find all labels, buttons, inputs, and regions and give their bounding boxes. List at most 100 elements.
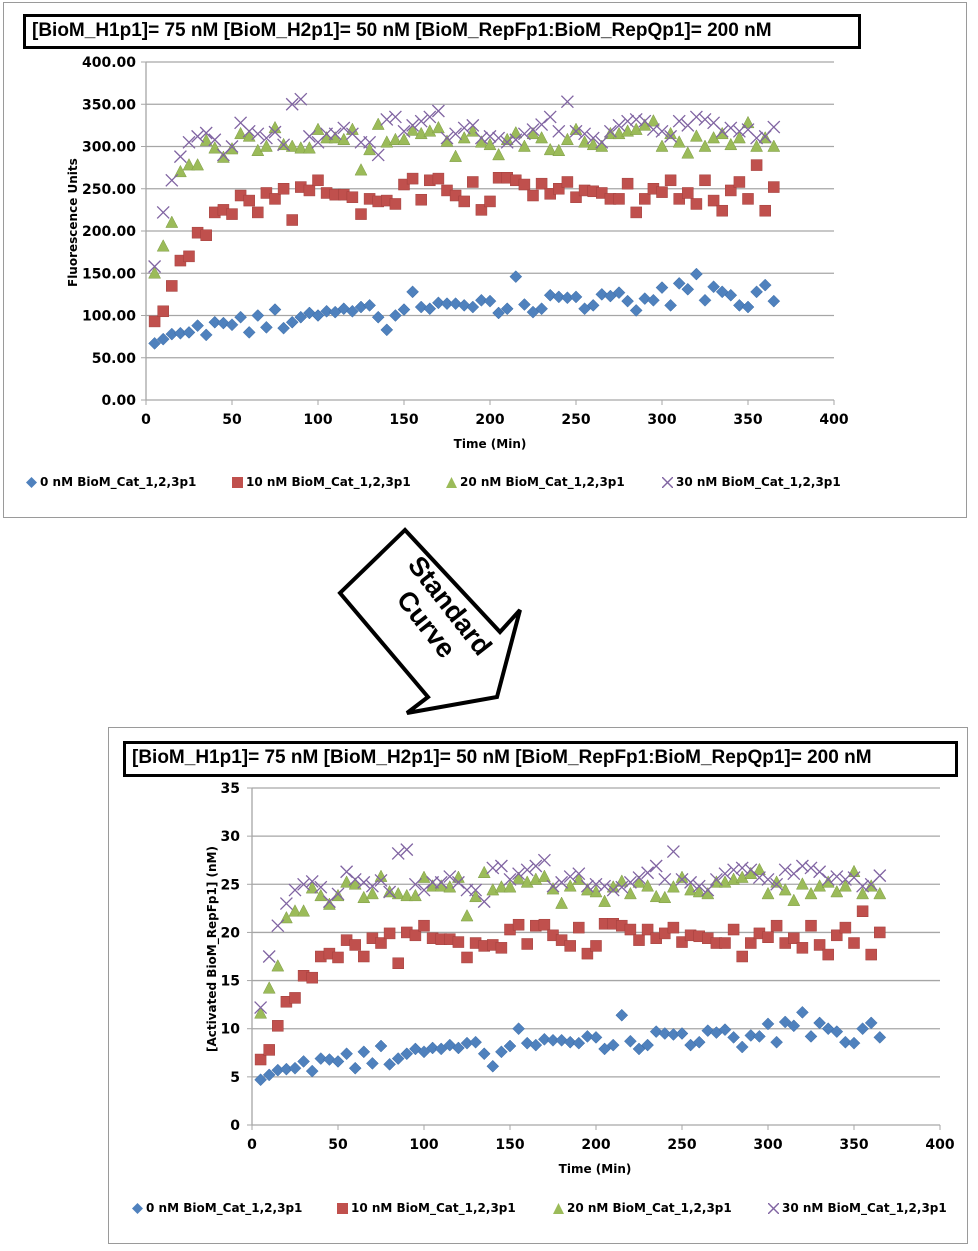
data-point <box>649 1025 663 1038</box>
data-point <box>477 865 491 878</box>
data-point <box>305 874 319 888</box>
data-point <box>503 880 517 893</box>
data-point <box>759 204 771 217</box>
series-x <box>148 92 781 273</box>
data-point <box>312 174 324 187</box>
series-triangle <box>148 114 781 279</box>
data-point <box>658 873 672 886</box>
data-point <box>741 300 755 314</box>
data-point <box>787 893 801 906</box>
data-point <box>466 300 480 314</box>
data-point <box>271 959 285 972</box>
data-point <box>475 293 488 307</box>
data-point <box>200 229 212 241</box>
data-point <box>564 940 576 952</box>
data-point <box>770 1035 783 1049</box>
data-point <box>796 942 809 954</box>
data-point <box>277 321 290 335</box>
data-point <box>735 861 749 875</box>
data-point <box>458 195 470 208</box>
data-point <box>289 992 301 1004</box>
data-point <box>715 124 729 138</box>
data-point <box>208 315 222 329</box>
x-tick-label: 400 <box>819 412 848 428</box>
data-point <box>788 932 800 944</box>
data-point <box>529 859 543 873</box>
y-tick-label: 10 <box>221 1022 241 1038</box>
data-point <box>348 873 362 886</box>
data-point <box>346 304 359 318</box>
data-point <box>474 131 488 145</box>
data-point <box>191 158 205 171</box>
data-point <box>165 215 179 228</box>
data-point <box>649 859 663 873</box>
data-point <box>689 129 703 142</box>
data-point <box>555 896 569 909</box>
data-point <box>586 137 600 151</box>
data-point <box>414 114 428 128</box>
data-point <box>641 923 654 936</box>
x-tick-label: 50 <box>328 1137 348 1153</box>
data-point <box>624 923 637 936</box>
data-point <box>297 877 311 891</box>
data-point <box>305 1064 319 1078</box>
x-tick-label: 150 <box>495 1137 524 1153</box>
data-point <box>655 281 669 294</box>
data-point <box>692 884 706 898</box>
data-point <box>698 139 712 152</box>
data-point <box>406 123 420 136</box>
data-point <box>724 288 738 302</box>
data-point <box>560 132 574 145</box>
data-point <box>363 142 377 156</box>
data-point <box>457 121 471 135</box>
data-point <box>787 1019 801 1033</box>
legend-item-20nm: 20 nM BioM_Cat_1,2,3p1 <box>553 1201 732 1215</box>
data-point <box>486 861 500 875</box>
data-point <box>354 163 368 176</box>
data-point <box>357 1045 371 1059</box>
data-point <box>173 150 187 164</box>
data-point <box>271 919 285 933</box>
data-point <box>328 127 342 141</box>
data-point <box>348 1061 362 1075</box>
data-point <box>552 124 566 138</box>
data-point <box>423 302 437 316</box>
x-tick-label: 100 <box>409 1137 438 1153</box>
data-point <box>664 299 677 312</box>
data-point <box>632 871 646 885</box>
data-point <box>388 110 402 124</box>
legend-label: 30 nM BioM_Cat_1,2,3p1 <box>782 1201 947 1215</box>
data-point <box>400 1047 414 1061</box>
data-point <box>709 873 723 886</box>
data-point <box>578 127 592 141</box>
data-point <box>512 867 526 881</box>
x-tick-label: 100 <box>303 412 332 428</box>
data-point <box>761 873 775 886</box>
data-point <box>517 139 531 152</box>
data-point <box>260 187 273 199</box>
data-point <box>374 873 388 887</box>
data-point <box>469 883 483 897</box>
x-tick-label: 50 <box>222 412 242 428</box>
data-point <box>363 299 376 312</box>
y-tick-label: 150.00 <box>82 266 136 282</box>
data-point <box>225 141 239 155</box>
data-point <box>750 131 764 145</box>
data-point <box>251 143 265 156</box>
data-point <box>716 204 728 217</box>
data-point <box>297 1055 310 1068</box>
data-point <box>500 302 514 316</box>
data-point <box>672 114 686 128</box>
data-point <box>331 888 345 902</box>
legend-item-10nm: 10 nM BioM_Cat_1,2,3p1 <box>337 1201 516 1215</box>
data-point <box>675 873 689 886</box>
data-point <box>689 110 703 124</box>
data-point <box>517 127 531 141</box>
legend-item-10nm: 10 nM BioM_Cat_1,2,3p1 <box>232 475 411 489</box>
data-point <box>641 1038 654 1052</box>
data-point <box>641 866 655 880</box>
data-point <box>838 879 852 892</box>
data-point <box>391 1052 405 1065</box>
diamond-marker-icon <box>132 1202 143 1214</box>
data-point <box>526 123 540 137</box>
